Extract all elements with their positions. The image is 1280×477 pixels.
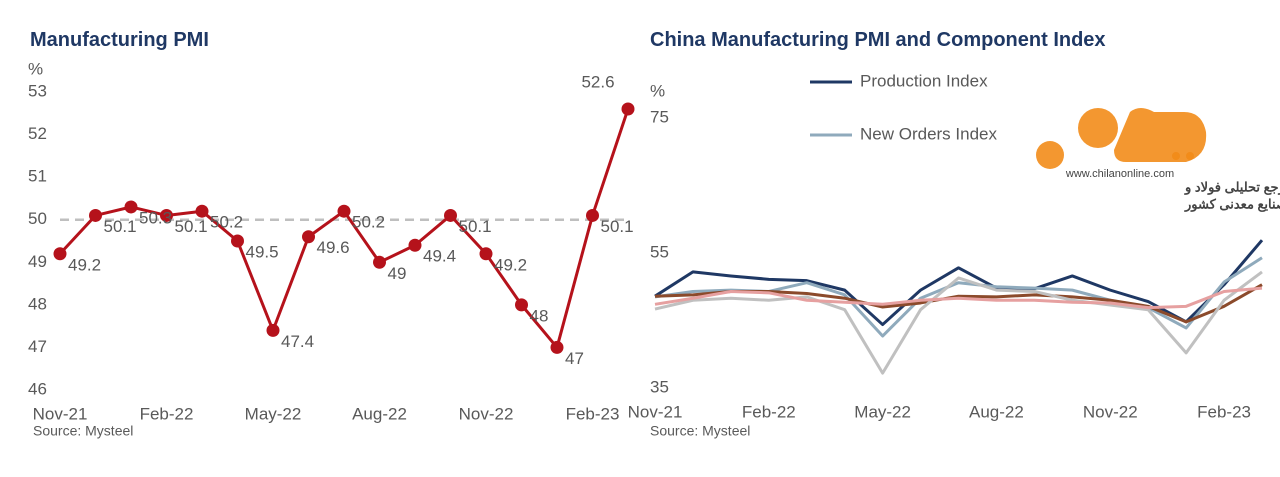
y-tick-label: 46 xyxy=(28,379,47,398)
y-tick-label: 53 xyxy=(28,81,47,100)
point xyxy=(444,208,457,222)
point xyxy=(231,234,244,248)
x-tick-label: Feb-23 xyxy=(1197,402,1251,421)
x-tick-label: Feb-22 xyxy=(140,404,194,423)
logo-shape xyxy=(1172,152,1180,160)
y-tick-label: 47 xyxy=(28,337,47,356)
watermark-text: مرجع تحلیلی فولاد و xyxy=(1184,179,1280,195)
data-label: 50.2 xyxy=(210,213,243,232)
x-tick-label: May-22 xyxy=(854,402,911,421)
data-label: 49.5 xyxy=(246,242,279,261)
data-label: 50.1 xyxy=(459,217,492,236)
data-label: 50.3 xyxy=(139,208,172,227)
point xyxy=(195,204,209,218)
logo-shape xyxy=(1078,108,1118,148)
chart-title: Manufacturing PMI xyxy=(30,29,209,51)
y-tick-label: 49 xyxy=(28,252,47,271)
point xyxy=(124,200,138,214)
y-tick-label: 55 xyxy=(650,242,669,261)
point xyxy=(408,238,422,252)
chart-title: China Manufacturing PMI and Component In… xyxy=(650,29,1106,51)
point xyxy=(621,102,635,116)
x-tick-label: Feb-23 xyxy=(566,404,620,423)
legend-label: Production Index xyxy=(860,71,988,90)
point xyxy=(586,208,599,222)
point xyxy=(89,208,102,222)
x-tick-label: Nov-21 xyxy=(628,402,683,421)
x-tick-label: Feb-22 xyxy=(742,402,796,421)
x-tick-label: Nov-22 xyxy=(1083,402,1138,421)
watermark-text: صنایع معدنی کشور xyxy=(1184,196,1280,212)
data-label: 47.4 xyxy=(281,332,314,351)
y-tick-label: 51 xyxy=(28,167,47,186)
watermark: www.chilanonline.com مرجع تحلیلی فولاد وص… xyxy=(1036,108,1280,212)
x-tick-label: May-22 xyxy=(245,404,302,423)
y-tick-label: 52 xyxy=(28,124,47,143)
legend-label: New Orders Index xyxy=(860,124,997,143)
y-tick-label: 75 xyxy=(650,107,669,126)
data-label: 50.1 xyxy=(175,217,208,236)
data-label: 49.2 xyxy=(494,255,527,274)
data-label: 50.1 xyxy=(104,217,137,236)
point xyxy=(550,340,564,354)
y-unit: % xyxy=(28,59,43,78)
data-label: 49 xyxy=(388,264,407,283)
logo-shape xyxy=(1186,152,1194,160)
y-unit: % xyxy=(650,81,665,100)
watermark-url: www.chilanonline.com xyxy=(1065,168,1174,180)
y-tick-label: 48 xyxy=(28,294,47,313)
point xyxy=(479,247,493,261)
x-tick-label: Nov-21 xyxy=(33,404,88,423)
x-tick-label: Nov-22 xyxy=(459,404,514,423)
data-label: 52.6 xyxy=(581,73,614,92)
data-label: 49.2 xyxy=(68,255,101,274)
point xyxy=(515,298,528,312)
point xyxy=(266,323,280,337)
source: Source: Mysteel xyxy=(650,423,750,439)
point xyxy=(160,208,173,222)
point xyxy=(302,230,315,244)
data-label: 47 xyxy=(565,349,584,368)
x-tick-label: Aug-22 xyxy=(969,402,1024,421)
x-tick-label: Aug-22 xyxy=(352,404,407,423)
point xyxy=(373,255,386,269)
series-line xyxy=(654,270,1263,375)
point xyxy=(337,204,351,218)
data-label: 50.1 xyxy=(601,217,634,236)
point xyxy=(53,247,67,261)
source: Source: Mysteel xyxy=(33,423,133,439)
data-label: 49.4 xyxy=(423,247,456,266)
logo-shape xyxy=(1114,108,1207,162)
series-line xyxy=(654,283,1263,324)
series-line xyxy=(654,286,1263,310)
data-label: 48 xyxy=(530,306,549,325)
data-label: 50.2 xyxy=(352,213,385,232)
y-tick-label: 50 xyxy=(28,209,47,228)
logo-shape xyxy=(1036,141,1064,169)
y-tick-label: 35 xyxy=(650,377,669,396)
data-label: 49.6 xyxy=(317,238,350,257)
